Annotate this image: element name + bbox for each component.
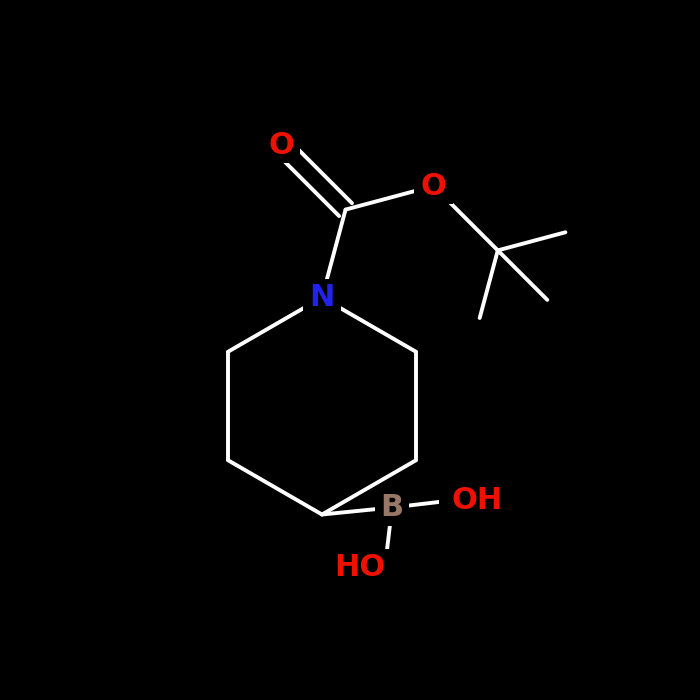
Text: HO: HO xyxy=(334,552,385,582)
FancyBboxPatch shape xyxy=(302,279,342,316)
Text: N: N xyxy=(309,283,335,312)
FancyBboxPatch shape xyxy=(345,549,398,585)
FancyBboxPatch shape xyxy=(375,489,409,526)
Text: O: O xyxy=(421,172,447,200)
FancyBboxPatch shape xyxy=(414,168,453,204)
Text: OH: OH xyxy=(452,486,503,515)
FancyBboxPatch shape xyxy=(262,127,300,164)
Text: O: O xyxy=(268,131,294,160)
Text: B: B xyxy=(380,493,404,522)
FancyBboxPatch shape xyxy=(440,482,491,519)
